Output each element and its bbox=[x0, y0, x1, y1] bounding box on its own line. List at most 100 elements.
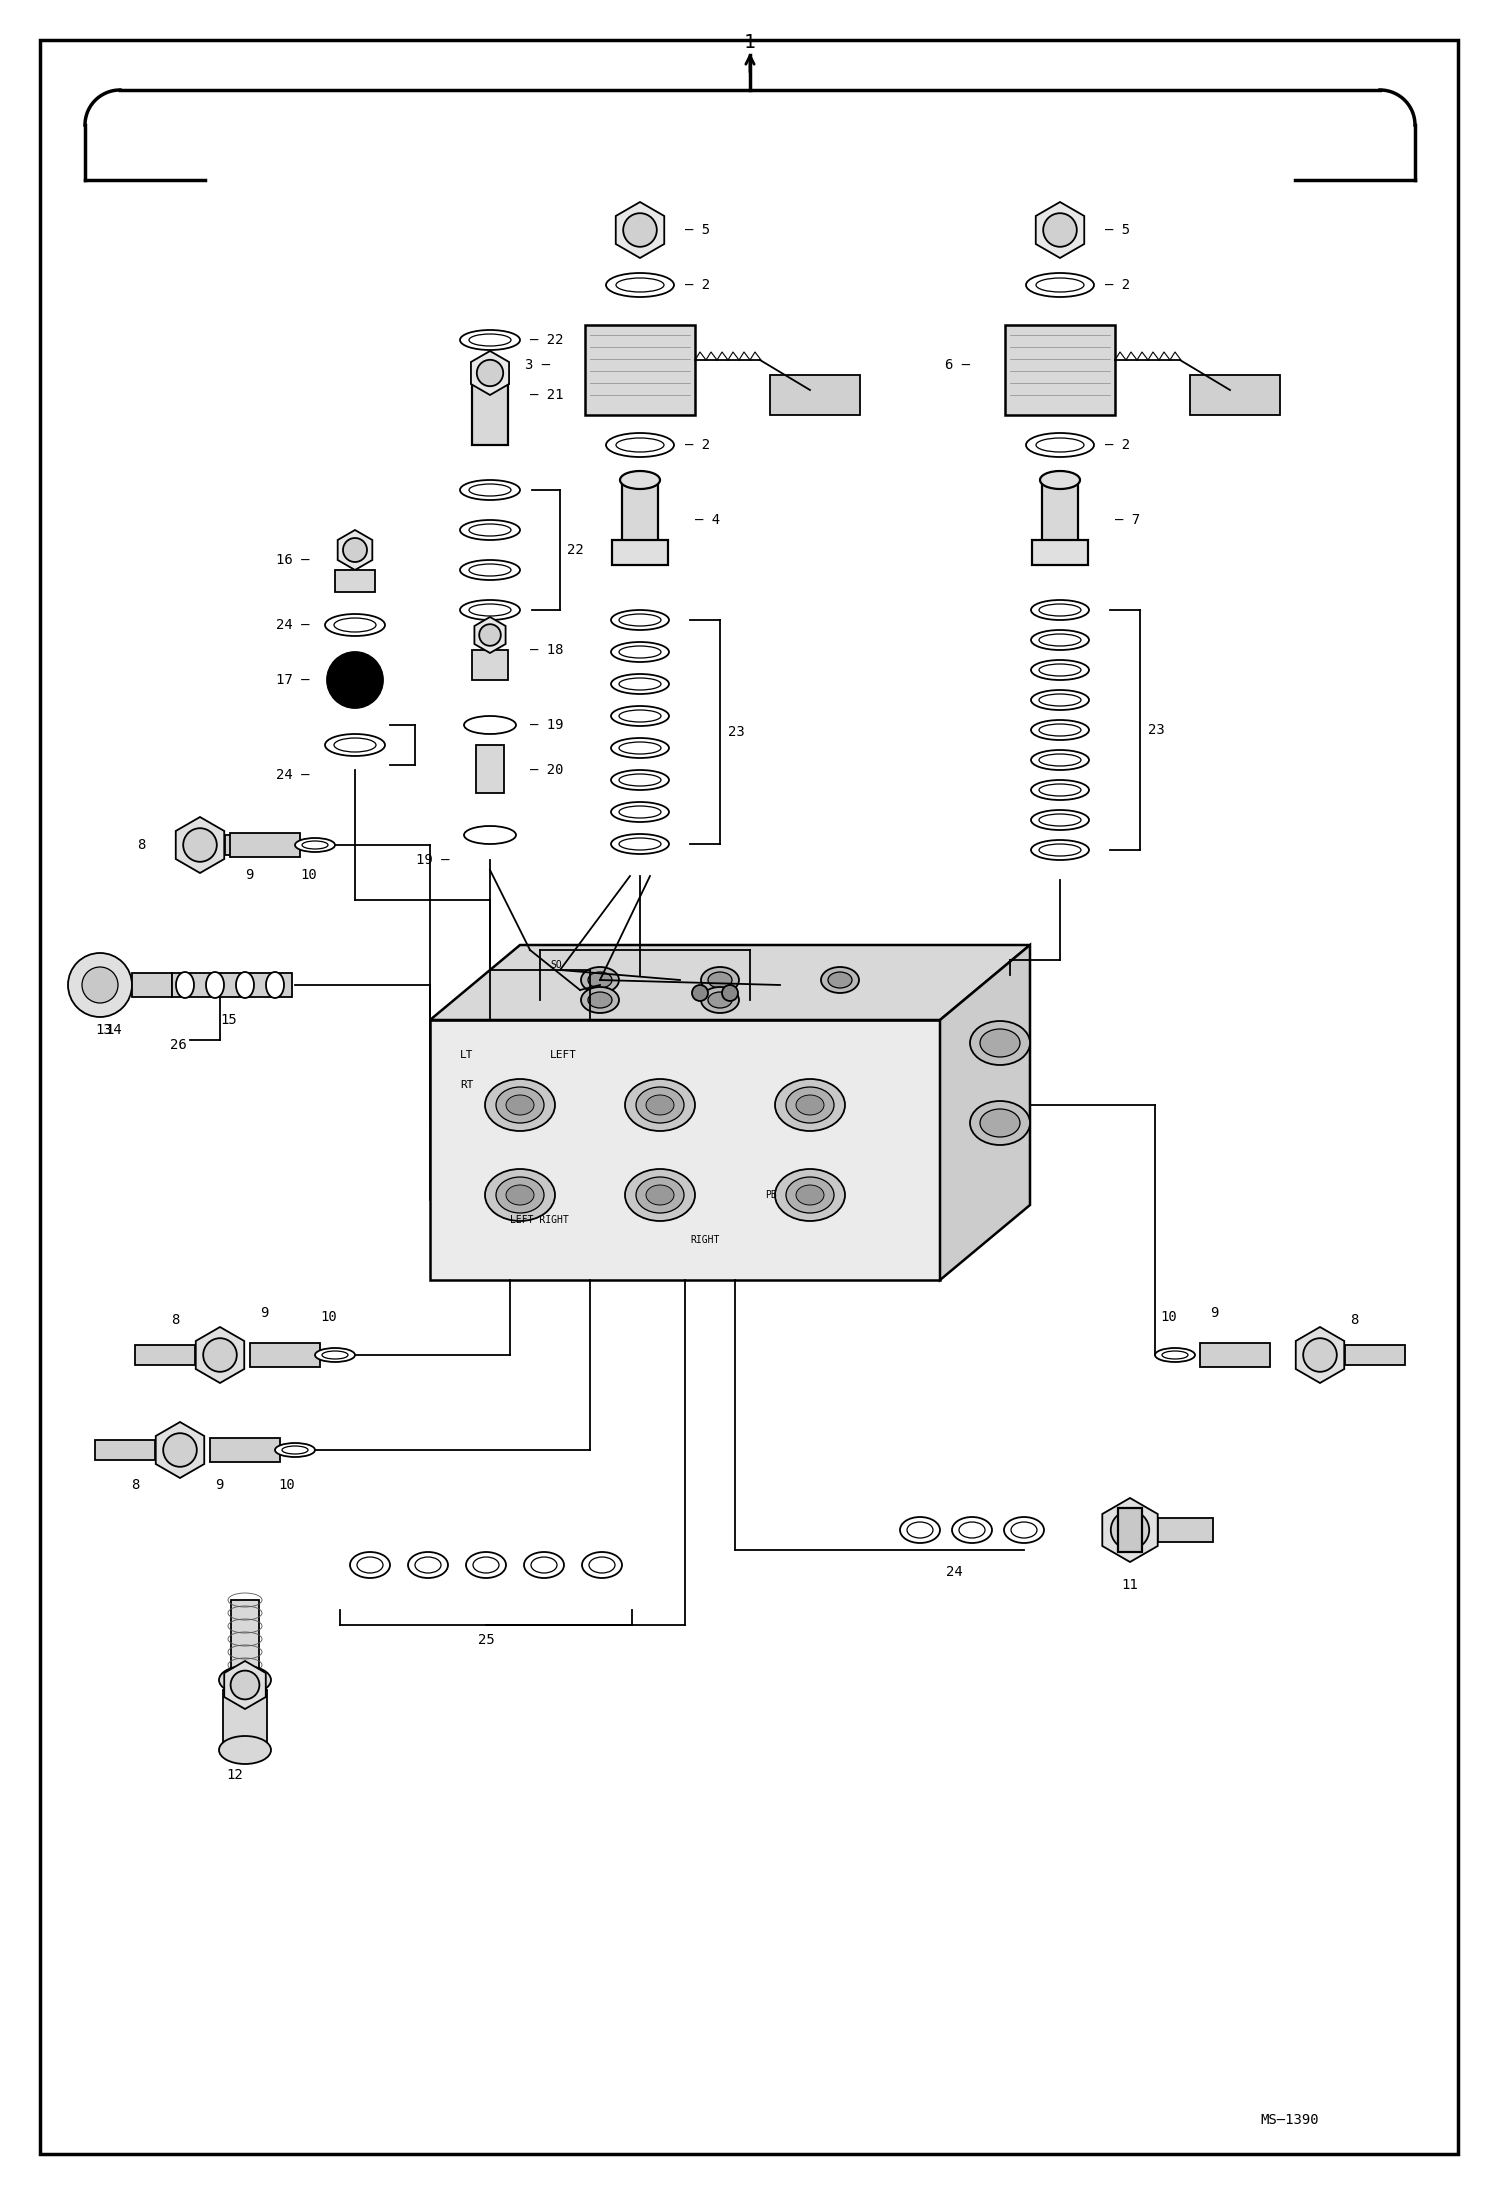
Ellipse shape bbox=[709, 972, 733, 987]
Ellipse shape bbox=[530, 1558, 557, 1573]
Text: — 2: — 2 bbox=[1106, 439, 1129, 452]
Ellipse shape bbox=[1040, 755, 1082, 766]
Circle shape bbox=[67, 952, 132, 1018]
Text: SO: SO bbox=[550, 961, 562, 970]
Text: 8: 8 bbox=[1350, 1312, 1359, 1327]
Ellipse shape bbox=[616, 279, 664, 292]
Ellipse shape bbox=[589, 992, 613, 1007]
Ellipse shape bbox=[1040, 724, 1082, 735]
Ellipse shape bbox=[473, 1558, 499, 1573]
Ellipse shape bbox=[646, 1185, 674, 1205]
Text: 24 —: 24 — bbox=[277, 768, 310, 781]
Ellipse shape bbox=[1040, 783, 1082, 796]
Ellipse shape bbox=[774, 1169, 845, 1222]
Ellipse shape bbox=[611, 674, 670, 693]
Polygon shape bbox=[156, 1422, 204, 1479]
Bar bbox=[210, 1437, 280, 1461]
Text: 13: 13 bbox=[94, 1022, 112, 1038]
Text: — 21: — 21 bbox=[530, 388, 563, 402]
Ellipse shape bbox=[611, 834, 670, 853]
Ellipse shape bbox=[619, 614, 661, 625]
Text: — 2: — 2 bbox=[685, 279, 710, 292]
Ellipse shape bbox=[1031, 720, 1089, 739]
Bar bbox=[1118, 1507, 1141, 1551]
Ellipse shape bbox=[625, 1079, 695, 1130]
Ellipse shape bbox=[795, 1185, 824, 1205]
Text: LEFT: LEFT bbox=[550, 1051, 577, 1060]
Bar bbox=[172, 972, 292, 996]
Ellipse shape bbox=[611, 737, 670, 757]
Bar bbox=[231, 1599, 259, 1681]
Ellipse shape bbox=[619, 805, 661, 818]
Bar bbox=[1032, 540, 1088, 566]
Text: LT: LT bbox=[460, 1051, 473, 1060]
Text: 19 —: 19 — bbox=[416, 853, 449, 867]
Circle shape bbox=[1043, 213, 1077, 246]
Bar bbox=[476, 746, 503, 792]
Circle shape bbox=[1303, 1338, 1336, 1371]
Bar bbox=[1200, 1343, 1270, 1367]
Ellipse shape bbox=[980, 1108, 1020, 1136]
Bar bbox=[1005, 325, 1115, 415]
Ellipse shape bbox=[581, 987, 619, 1014]
Ellipse shape bbox=[303, 840, 328, 849]
Ellipse shape bbox=[701, 968, 739, 994]
Text: — 19: — 19 bbox=[530, 717, 563, 733]
Ellipse shape bbox=[351, 1551, 389, 1577]
Polygon shape bbox=[225, 1661, 265, 1709]
Text: 9: 9 bbox=[261, 1305, 268, 1321]
Text: RT: RT bbox=[460, 1079, 473, 1090]
Circle shape bbox=[327, 652, 383, 709]
Text: 9: 9 bbox=[216, 1479, 223, 1492]
Circle shape bbox=[183, 827, 217, 862]
Ellipse shape bbox=[506, 1185, 533, 1205]
Ellipse shape bbox=[786, 1086, 834, 1123]
Bar bbox=[231, 834, 300, 858]
Polygon shape bbox=[470, 351, 509, 395]
Circle shape bbox=[623, 213, 656, 246]
Ellipse shape bbox=[1031, 630, 1089, 649]
Text: 10: 10 bbox=[300, 869, 316, 882]
Text: 9: 9 bbox=[246, 869, 253, 882]
Ellipse shape bbox=[1031, 660, 1089, 680]
Ellipse shape bbox=[607, 432, 674, 456]
Ellipse shape bbox=[619, 711, 661, 722]
Ellipse shape bbox=[1040, 814, 1082, 825]
Ellipse shape bbox=[1040, 603, 1082, 617]
Ellipse shape bbox=[315, 1347, 355, 1362]
Ellipse shape bbox=[786, 1176, 834, 1213]
Ellipse shape bbox=[611, 706, 670, 726]
Ellipse shape bbox=[1031, 689, 1089, 711]
Ellipse shape bbox=[620, 472, 661, 489]
Ellipse shape bbox=[1040, 845, 1082, 856]
Ellipse shape bbox=[325, 735, 385, 757]
Ellipse shape bbox=[646, 1095, 674, 1115]
Bar bbox=[622, 480, 658, 559]
Bar bbox=[613, 540, 668, 566]
Bar bbox=[132, 972, 172, 996]
Ellipse shape bbox=[607, 272, 674, 296]
Bar bbox=[135, 1345, 195, 1365]
Ellipse shape bbox=[464, 825, 515, 845]
Text: 22: 22 bbox=[568, 542, 584, 557]
Text: 1: 1 bbox=[745, 33, 756, 50]
Bar bbox=[225, 836, 285, 856]
Ellipse shape bbox=[506, 1095, 533, 1115]
Ellipse shape bbox=[701, 987, 739, 1014]
Text: — 2: — 2 bbox=[685, 439, 710, 452]
Bar bbox=[586, 325, 695, 415]
Text: LEFT RIGHT: LEFT RIGHT bbox=[509, 1215, 569, 1224]
Text: 24: 24 bbox=[947, 1564, 963, 1580]
Ellipse shape bbox=[334, 619, 376, 632]
Text: 25: 25 bbox=[478, 1632, 494, 1648]
Text: 23: 23 bbox=[728, 724, 745, 739]
Polygon shape bbox=[337, 531, 373, 570]
Ellipse shape bbox=[175, 972, 195, 998]
Bar bbox=[94, 1439, 154, 1459]
Ellipse shape bbox=[1040, 665, 1082, 676]
Ellipse shape bbox=[980, 1029, 1020, 1058]
Circle shape bbox=[82, 968, 118, 1003]
Ellipse shape bbox=[821, 968, 858, 994]
Text: — 7: — 7 bbox=[1115, 513, 1140, 527]
Text: PB: PB bbox=[765, 1189, 777, 1200]
